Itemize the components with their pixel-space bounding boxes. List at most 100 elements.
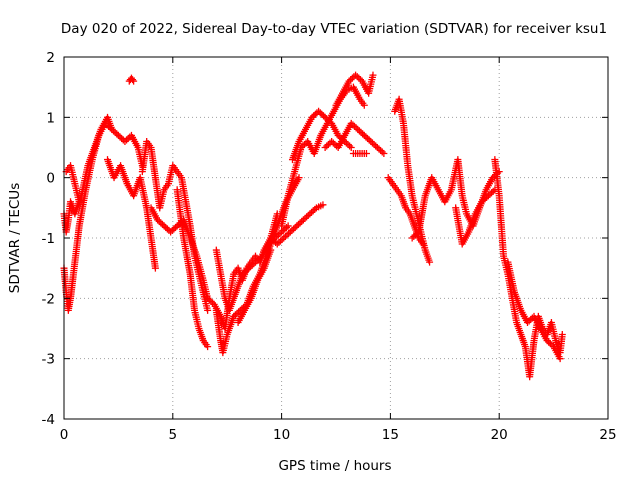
data-point-marker: [267, 234, 275, 242]
data-point-marker: [321, 144, 329, 151]
data-point-marker: [268, 236, 276, 244]
x-tick-label: 20: [491, 427, 508, 443]
data-point-marker: [323, 115, 331, 123]
series-track-3: [62, 162, 83, 206]
series-track-23: [491, 156, 566, 381]
series-track-14: [278, 83, 368, 230]
data-point-marker: [367, 137, 375, 145]
data-point-marker: [301, 214, 309, 222]
y-tick-label: 1: [46, 110, 55, 126]
data-point-marker: [362, 133, 370, 141]
x-tick-label: 10: [273, 427, 290, 443]
data-point-marker: [486, 190, 494, 198]
data-point-marker: [209, 299, 217, 307]
data-point-marker: [377, 147, 385, 155]
data-point-marker: [278, 236, 286, 244]
data-point-marker: [248, 261, 256, 269]
data-point-marker: [303, 213, 311, 221]
data-point-marker: [347, 144, 355, 151]
data-point-marker: [284, 222, 292, 230]
data-point-marker: [319, 201, 327, 209]
data-marks-layer: [60, 71, 566, 381]
data-point-marker: [347, 119, 355, 127]
data-point-marker: [285, 229, 293, 237]
data-point-marker: [205, 296, 213, 304]
data-point-marker: [410, 232, 418, 240]
data-point-marker: [331, 140, 339, 148]
data-point-marker: [326, 118, 334, 126]
data-point-marker: [245, 264, 253, 272]
data-point-marker: [280, 234, 288, 242]
data-point-marker: [324, 116, 332, 124]
data-point-marker: [373, 144, 381, 151]
data-point-marker: [324, 140, 332, 148]
data-point-marker: [546, 340, 554, 348]
data-point-marker: [282, 223, 290, 231]
data-point-marker: [293, 222, 301, 230]
x-axis-label: GPS time / hours: [278, 458, 391, 474]
data-point-marker: [478, 198, 486, 206]
data-point-marker: [207, 297, 215, 305]
x-tick-label: 25: [599, 427, 616, 443]
data-point-marker: [158, 220, 166, 228]
data-point-marker: [242, 267, 250, 275]
data-point-marker: [353, 73, 361, 81]
data-point-marker: [411, 231, 419, 239]
data-point-marker: [368, 139, 376, 147]
data-point-marker: [160, 222, 168, 230]
data-point-marker: [288, 226, 296, 234]
data-point-marker: [556, 355, 564, 363]
data-point-marker: [318, 110, 326, 118]
y-tick-label: 0: [46, 171, 55, 187]
data-point-marker: [274, 231, 282, 239]
data-point-marker: [154, 216, 162, 224]
data-point-marker: [375, 145, 383, 153]
data-point-marker: [360, 131, 368, 139]
data-point-marker: [344, 140, 352, 148]
data-point-marker: [157, 219, 165, 227]
data-point-marker: [370, 140, 378, 148]
data-point-marker: [328, 137, 336, 145]
x-tick-label: 15: [382, 427, 399, 443]
data-point-marker: [352, 71, 360, 79]
series-track-16: [332, 71, 377, 109]
y-tick-label: -1: [42, 231, 55, 247]
data-point-marker: [123, 136, 131, 144]
data-point-marker: [270, 237, 278, 245]
data-point-marker: [172, 223, 180, 231]
data-point-marker: [309, 207, 317, 215]
data-point-marker: [365, 136, 373, 144]
data-point-marker: [151, 264, 159, 272]
data-point-marker: [204, 294, 212, 302]
data-point-marker: [162, 223, 170, 231]
data-point-marker: [294, 220, 302, 228]
data-point-marker: [118, 134, 126, 142]
data-point-marker: [291, 223, 299, 231]
series-track-17: [321, 119, 388, 158]
data-point-marker: [296, 219, 304, 227]
data-point-marker: [204, 306, 212, 314]
data-point-marker: [275, 239, 283, 247]
data-point-marker: [170, 225, 178, 233]
data-point-marker: [354, 125, 362, 133]
data-point-marker: [283, 231, 291, 239]
data-point-marker: [348, 74, 356, 82]
data-point-marker: [345, 77, 353, 85]
data-point-marker: [113, 130, 121, 138]
data-point-marker: [114, 131, 122, 139]
data-point-marker: [247, 263, 255, 271]
y-tick-label: -3: [42, 352, 55, 368]
y-axis-label: SDTVAR / TECUs: [7, 183, 23, 293]
chart-title: Day 020 of 2022, Sidereal Day-to-day VTE…: [61, 21, 607, 37]
data-point-marker: [356, 76, 364, 84]
data-point-marker: [316, 109, 324, 117]
data-point-marker: [300, 140, 308, 148]
series-track-4: [125, 74, 138, 85]
data-point-marker: [355, 74, 363, 82]
data-point-marker: [484, 192, 492, 200]
data-point-marker: [163, 225, 171, 233]
data-point-marker: [110, 127, 118, 135]
data-point-marker: [359, 130, 367, 138]
